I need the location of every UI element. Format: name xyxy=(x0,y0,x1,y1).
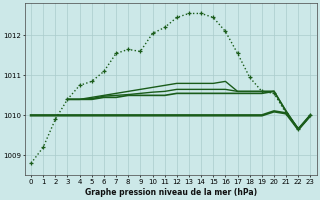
X-axis label: Graphe pression niveau de la mer (hPa): Graphe pression niveau de la mer (hPa) xyxy=(85,188,257,197)
